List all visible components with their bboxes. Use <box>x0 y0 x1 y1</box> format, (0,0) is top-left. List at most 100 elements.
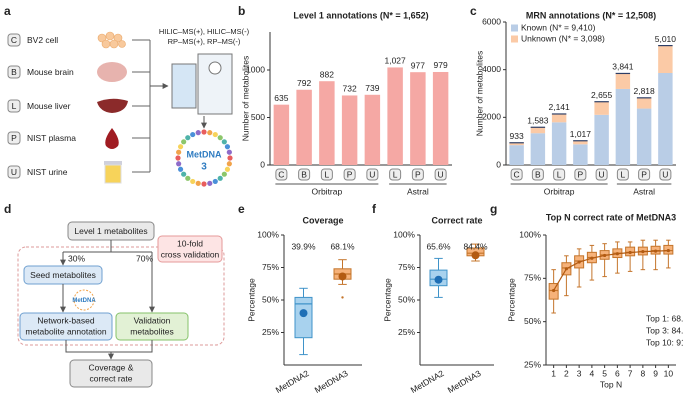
ring-dot <box>217 175 223 181</box>
ring-dot <box>195 130 201 136</box>
category-box <box>343 168 356 181</box>
x-tick-label: 1 <box>551 368 556 378</box>
y-tick-label: 100% <box>519 229 541 239</box>
chart-title: Coverage <box>302 215 343 225</box>
node-label: metabolites <box>130 326 173 336</box>
group-region <box>17 246 225 346</box>
urine-icon <box>104 164 122 184</box>
total-label: 933 <box>510 131 524 141</box>
mean-dot <box>666 249 670 253</box>
ring-dot <box>177 166 184 172</box>
ring-dot <box>207 180 213 186</box>
chart-title: Level 1 annotations (N* = 1,652) <box>293 10 428 20</box>
bar-segment <box>615 88 631 165</box>
ring-dot <box>181 139 187 145</box>
chart-title: Top N correct rate of MetDNA3 <box>546 212 676 222</box>
panel-label: f <box>372 202 377 216</box>
node-label: cross validation <box>161 249 220 259</box>
x-tick-label: 7 <box>628 368 633 378</box>
mean-label: 65.6% <box>426 241 451 251</box>
sample-name: Mouse brain <box>27 67 74 77</box>
x-tick-label: 4 <box>590 368 595 378</box>
category-box <box>659 168 672 181</box>
bar-segment <box>551 122 567 165</box>
total-label: 3,841 <box>612 62 634 72</box>
chart-title: Correct rate <box>431 215 482 225</box>
sample-name: NIST urine <box>27 167 68 177</box>
ring-dot <box>185 175 191 181</box>
value-label: 732 <box>343 84 357 94</box>
ring-dot <box>212 178 218 185</box>
bar-segment <box>594 101 609 115</box>
edge <box>65 340 153 353</box>
instrument <box>208 61 222 75</box>
y-axis-label: Number of metabolites <box>240 56 250 142</box>
total-label: 1,583 <box>527 116 549 126</box>
bar <box>432 71 449 165</box>
category-box <box>595 168 608 181</box>
legend-label: Unknown (N* = 3,098) <box>521 33 605 43</box>
category-box <box>298 168 311 181</box>
node-label: correct rate <box>90 373 133 383</box>
y-tick-label: 75% <box>262 262 279 272</box>
bar <box>341 95 358 165</box>
ring-dot <box>224 144 231 150</box>
bar <box>319 81 335 165</box>
chart-title: MRN annotations (N* = 12,508) <box>526 10 656 20</box>
y-tick-label: 4000 <box>482 64 501 74</box>
x-tick-label: U <box>438 169 444 179</box>
y-tick-label: 25% <box>262 327 279 337</box>
bar-segment <box>509 142 524 146</box>
sample-code: B <box>11 67 17 77</box>
sample-name: Mouse liver <box>27 101 71 111</box>
software-version: 3 <box>201 162 207 173</box>
x-tick-label: MetDNA2 <box>274 368 311 395</box>
node <box>157 235 223 263</box>
edge <box>63 240 152 253</box>
x-tick-label: 10 <box>664 368 674 378</box>
total-label: 5,010 <box>655 34 677 44</box>
bar-segment <box>615 73 631 89</box>
bar <box>273 104 290 165</box>
y-tick-label: 50% <box>524 316 541 326</box>
sample-code: C <box>11 35 17 45</box>
legend-swatch <box>511 24 518 32</box>
category-box <box>531 168 544 181</box>
mean-label: 39.9% <box>291 241 316 251</box>
y-tick-label: 50% <box>398 294 415 304</box>
code-box <box>7 99 21 113</box>
value-label: 979 <box>434 60 448 70</box>
code-box <box>7 131 21 145</box>
ring-dot <box>190 178 196 185</box>
x-tick-label: MetDNA3 <box>313 368 350 395</box>
sample-name: NIST plasma <box>27 133 76 143</box>
x-tick-label: C <box>514 169 520 179</box>
legend-swatch <box>511 35 518 43</box>
x-axis-label: Top N <box>600 379 622 389</box>
ring-dot <box>221 171 227 177</box>
liver-icon <box>97 98 128 113</box>
total-label: 2,818 <box>633 86 655 96</box>
x-tick-label: U <box>369 169 375 179</box>
annotation: Top 10: 91.0% <box>646 337 683 347</box>
mean-label: 84.4% <box>463 241 488 251</box>
bar <box>410 72 426 165</box>
panel-label: c <box>470 4 477 18</box>
ring-dot <box>190 131 196 138</box>
sample-name: BV2 cell <box>27 35 58 45</box>
category-box <box>275 168 288 181</box>
bar-segment <box>551 113 567 123</box>
workflow: C BV2 cell B Mouse brain L Mouse liver P… <box>7 27 250 187</box>
ring-dot <box>177 144 184 150</box>
y-tick-label: 6000 <box>482 16 501 26</box>
y-tick-label: 50% <box>262 294 279 304</box>
node-label: Level 1 metabolites <box>74 226 147 236</box>
group-label: Orbitrap <box>544 186 575 196</box>
y-axis-label: Number of metabolites <box>474 51 484 137</box>
x-tick-label: B <box>301 169 307 179</box>
bar-segment <box>509 145 524 165</box>
bar <box>387 67 403 165</box>
ring-dot <box>207 130 213 136</box>
x-tick-label: L <box>393 169 398 179</box>
y-axis-label: Percentage <box>382 278 392 322</box>
